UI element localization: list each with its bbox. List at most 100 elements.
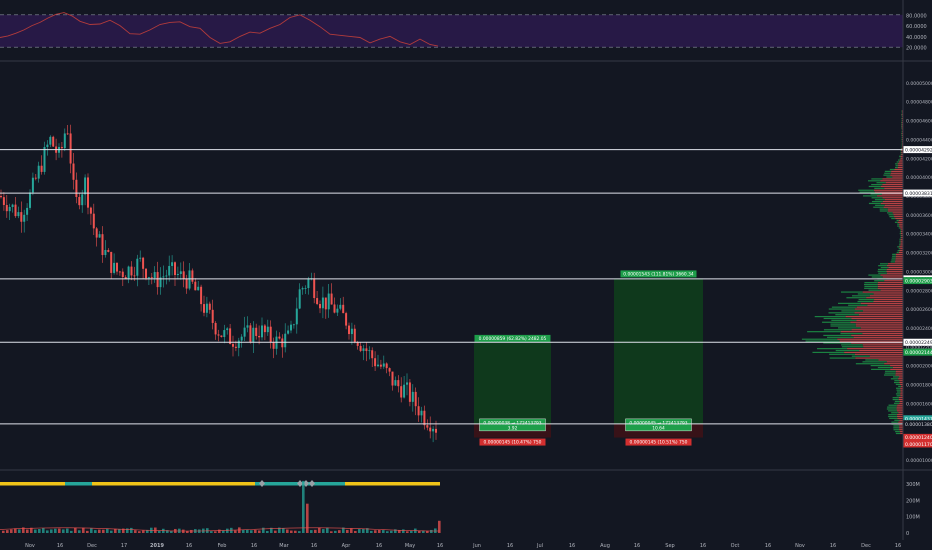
candle-body — [145, 268, 147, 279]
candle-body — [203, 304, 205, 313]
volume-profile-down-segment — [900, 233, 903, 235]
volume-profile-up-segment — [899, 238, 901, 240]
volume-bar — [102, 529, 105, 533]
volume-profile-up-segment — [823, 342, 852, 344]
candle-body — [229, 328, 232, 345]
volume-profile-up-segment — [901, 114, 902, 116]
volume-bar — [50, 529, 53, 533]
volume-profile-up-segment — [840, 332, 863, 335]
candle-body — [330, 293, 333, 305]
volume-profile-down-segment — [900, 157, 903, 159]
candle-body — [162, 276, 165, 278]
volume-profile-up-segment — [841, 310, 863, 312]
candle-body — [11, 204, 14, 207]
volume-profile-down-segment — [898, 165, 903, 167]
candle-body — [359, 345, 362, 351]
volume-profile-down-segment — [860, 327, 903, 329]
volume-profile-up-segment — [895, 431, 900, 433]
candle-body — [188, 270, 191, 289]
volume-profile-up-segment — [868, 202, 881, 205]
candle-body — [26, 207, 29, 215]
price-tick-label: 0.00003000 — [906, 269, 932, 275]
volume-bar — [22, 527, 25, 533]
volume-profile-up-segment — [891, 412, 899, 414]
volume-profile-up-segment — [880, 266, 889, 269]
time-axis-label: Dec — [87, 543, 97, 549]
volume-profile-down-segment — [854, 312, 903, 314]
candle-body — [295, 308, 298, 325]
price-panel[interactable]: 0.00005000 0.00004800 0.00004600 0.00004400… — [0, 81, 932, 464]
volume-profile-down-segment — [890, 174, 903, 176]
volume-profile-down-segment — [887, 208, 903, 210]
volume-profile-down-segment — [901, 151, 903, 154]
volume-profile-down-segment — [897, 417, 903, 420]
volume-profile-up-segment — [837, 327, 861, 329]
price-tick-label: 0.00003600 — [906, 213, 932, 219]
volume-profile-up-segment — [901, 125, 902, 127]
time-axis-label: 16 — [765, 543, 771, 549]
volume-profile-up-segment — [868, 185, 881, 188]
volume-profile-down-segment — [844, 351, 903, 354]
candle-body — [153, 272, 156, 279]
volume-profile-down-segment — [877, 287, 903, 289]
signal-marker — [297, 480, 303, 487]
volume-bar — [110, 530, 113, 533]
price-badge-label: 0.00001380 — [905, 422, 932, 428]
volume-profile-down-segment — [850, 321, 903, 323]
candle-body — [261, 325, 263, 338]
volume-bar — [382, 530, 385, 533]
price-tick-label: 0.00002200 — [906, 345, 932, 351]
candle-body — [345, 313, 348, 326]
candle-body — [98, 234, 101, 238]
rsi-line — [0, 12, 439, 47]
volume-profile-down-segment — [862, 291, 903, 293]
candle-body — [29, 192, 31, 208]
volume-bar — [362, 528, 365, 533]
volume-profile-up-segment — [898, 385, 902, 387]
time-axis-label: Mar — [279, 543, 289, 549]
volume-profile-up-segment — [892, 255, 896, 257]
volume-bar — [190, 529, 193, 533]
time-axis-label: Aug — [600, 543, 610, 549]
volume-profile-down-segment — [869, 295, 903, 297]
volume-profile-down-segment — [873, 293, 903, 295]
volume-bar — [270, 527, 273, 533]
volume-bar — [274, 530, 277, 533]
volume-profile-up-segment — [879, 210, 888, 212]
volume-profile-down-segment — [893, 214, 903, 216]
volume-bar — [54, 528, 57, 533]
rsi-panel[interactable]: 80.0000 60.0000 40.0000 20.0000 — [0, 12, 927, 52]
candle-body — [101, 234, 104, 256]
horizontal-line-label: 0.00004292 — [905, 147, 932, 153]
candle-body — [78, 196, 81, 206]
time-axis-label: Sep — [665, 543, 674, 549]
price-badge-label: 0.00001240 — [905, 435, 932, 441]
position-target-label-bg — [474, 334, 551, 342]
candle-body — [292, 324, 295, 326]
volume-profile-up-segment — [875, 204, 885, 206]
volume-profile-down-segment — [897, 221, 903, 223]
candle-body — [60, 146, 63, 149]
volume-bar — [290, 530, 293, 533]
volume-profile-up-segment — [889, 417, 898, 420]
volume-profile-down-segment — [892, 176, 903, 178]
volume-tick-label: 200M — [906, 498, 920, 504]
volume-profile-down-segment — [873, 300, 903, 303]
volume-profile-up-segment — [880, 263, 889, 265]
volume-bar — [358, 529, 361, 533]
volume-profile-up-segment — [900, 153, 902, 156]
volume-profile-up-segment — [900, 150, 902, 152]
time-axis[interactable]: Nov 16 Dec 17 2019 16 Feb 16 Mar 16 Apr 16 May 16 Jun 1… — [25, 543, 901, 549]
volume-profile-down-segment — [884, 187, 903, 189]
volume-profile-down-segment — [901, 114, 903, 116]
volume-profile-down-segment — [886, 270, 903, 272]
volume-bar — [286, 529, 289, 533]
volume-panel[interactable]: 300M 200M 100M 0 — [0, 480, 920, 537]
time-axis-label: 16 — [569, 543, 575, 549]
volume-profile-down-segment — [898, 251, 903, 254]
volume-bar — [86, 530, 89, 533]
candle-body — [382, 363, 385, 367]
volume-profile-down-segment — [900, 387, 903, 389]
volume-profile-up-segment — [901, 133, 902, 135]
